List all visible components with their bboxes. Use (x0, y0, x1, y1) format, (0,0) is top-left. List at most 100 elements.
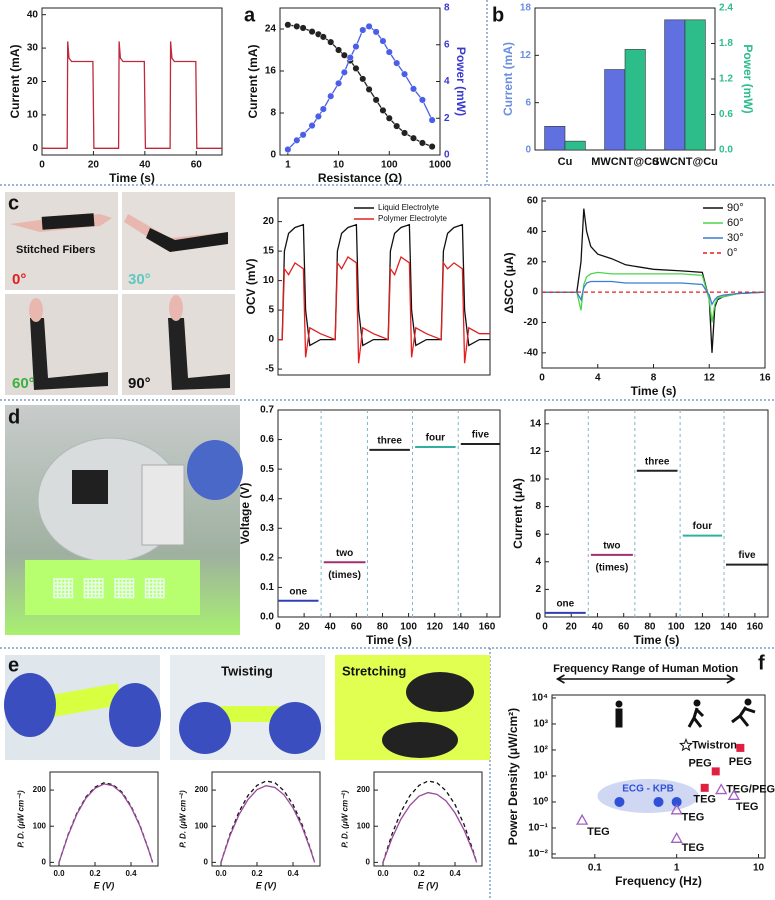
x-tick-label: 160 (747, 622, 764, 633)
bar (684, 19, 706, 151)
panel-label: f (758, 652, 765, 674)
breadboard (141, 464, 185, 546)
y-tick-label: 60 (527, 196, 539, 207)
point (379, 37, 387, 45)
series-line (58, 783, 154, 863)
point (401, 129, 409, 137)
led-text: ▦▦▦▦ (51, 571, 173, 601)
point (352, 43, 360, 51)
y-axis-label: P. D. (μW cm⁻²) (17, 790, 26, 848)
x-tick-label: 0.0 (53, 869, 65, 878)
point (319, 33, 327, 41)
point (299, 24, 307, 32)
y2-tick-label: 0.0 (719, 145, 733, 156)
segment-label: four (693, 521, 713, 532)
y-tick-label: 200 (357, 785, 371, 794)
y-tick-label: 200 (195, 785, 209, 794)
y-axis-label: Current (mA) (246, 44, 260, 118)
segment-note: (times) (328, 570, 361, 581)
point (299, 131, 307, 139)
y2-tick-label: 2 (444, 113, 450, 124)
point (653, 796, 664, 807)
y-tick-label: 0 (525, 145, 531, 156)
bar (544, 126, 566, 151)
y-axis-label: Current (mA) (8, 44, 22, 118)
point-label: TEG (682, 812, 705, 824)
y-tick-label: 10 (530, 474, 542, 485)
plot-frame (211, 771, 321, 867)
point (418, 96, 426, 104)
point (359, 26, 367, 34)
y-tick-label: 0.2 (260, 552, 274, 563)
x-tick-label: 0 (542, 622, 548, 633)
y-tick-label: 10¹ (534, 771, 549, 782)
x-tick-label: 80 (644, 622, 656, 633)
point (284, 145, 292, 154)
point (670, 831, 683, 843)
y-tick-label: 100 (195, 821, 209, 830)
point (418, 139, 426, 147)
point (293, 136, 301, 144)
angle-label: 90° (128, 375, 151, 392)
segment-label: two (603, 541, 620, 552)
y-tick-label: 10⁰ (533, 797, 548, 808)
photo-label: Stretching (342, 663, 406, 678)
segment-note: (times) (596, 563, 629, 574)
point (352, 64, 360, 72)
chart: 0 4 8 12 16 -40 -20 0 20 40 60 Time (s) ΔSCC (μA) 90°… (502, 196, 771, 398)
y-tick-label: 0.4 (260, 493, 274, 504)
point (679, 738, 693, 752)
hand (29, 298, 43, 322)
point-label: PEG (729, 756, 752, 768)
y-tick-label: 12 (530, 446, 542, 457)
point-label: TEG (587, 826, 610, 838)
x-tick-label: 120 (694, 622, 711, 633)
hand (169, 295, 183, 321)
segment-label: three (377, 436, 402, 447)
point (385, 114, 393, 122)
device (72, 470, 108, 504)
photo-label: Twisting (221, 663, 273, 678)
y-tick-label: 0 (32, 143, 38, 154)
x-tick-label: 4 (595, 373, 601, 384)
y-tick-label: 12 (520, 50, 532, 61)
point (284, 21, 292, 29)
x-tick-label: 40 (592, 622, 604, 633)
segment-label: two (336, 548, 353, 559)
sleeve (41, 213, 95, 230)
y-tick-label: 0.7 (260, 405, 274, 416)
plot-frame (277, 197, 491, 376)
legend-label: 90° (727, 202, 744, 214)
x-tick-label: 80 (377, 622, 389, 633)
y-tick-label: 10 (27, 110, 39, 121)
y-tick-label: 16 (265, 66, 277, 77)
point (715, 783, 728, 795)
point (346, 54, 354, 62)
y-tick-label: 20 (27, 76, 39, 87)
y-tick-label: 0 (532, 287, 538, 298)
y-tick-label: 2 (535, 584, 541, 595)
panel-label: e (8, 654, 19, 676)
point (335, 46, 343, 54)
y-tick-label: 24 (265, 24, 277, 35)
point-label: TEG (682, 842, 705, 854)
x-tick-label: 0 (275, 622, 281, 633)
y-tick-label: 0 (42, 857, 47, 866)
y-tick-label: 200 (33, 785, 47, 794)
y-tick-label: 20 (527, 256, 539, 267)
x-tick-label: 0.4 (125, 869, 137, 878)
point (727, 788, 740, 800)
x-tick-label: 16 (759, 373, 771, 384)
series-line (542, 208, 766, 353)
y-tick-label: 0.5 (260, 464, 274, 475)
legend-label: Polymer Electrolyte (378, 214, 447, 223)
bar (564, 140, 586, 151)
point-label: TEG (736, 801, 759, 813)
panel-label: a (244, 4, 256, 26)
point (314, 112, 322, 120)
point (365, 22, 373, 30)
panel-label: d (8, 406, 20, 428)
sleeve (146, 228, 228, 252)
point-label: TEG/PEG (726, 783, 775, 795)
y2-tick-label: 0 (444, 150, 450, 161)
